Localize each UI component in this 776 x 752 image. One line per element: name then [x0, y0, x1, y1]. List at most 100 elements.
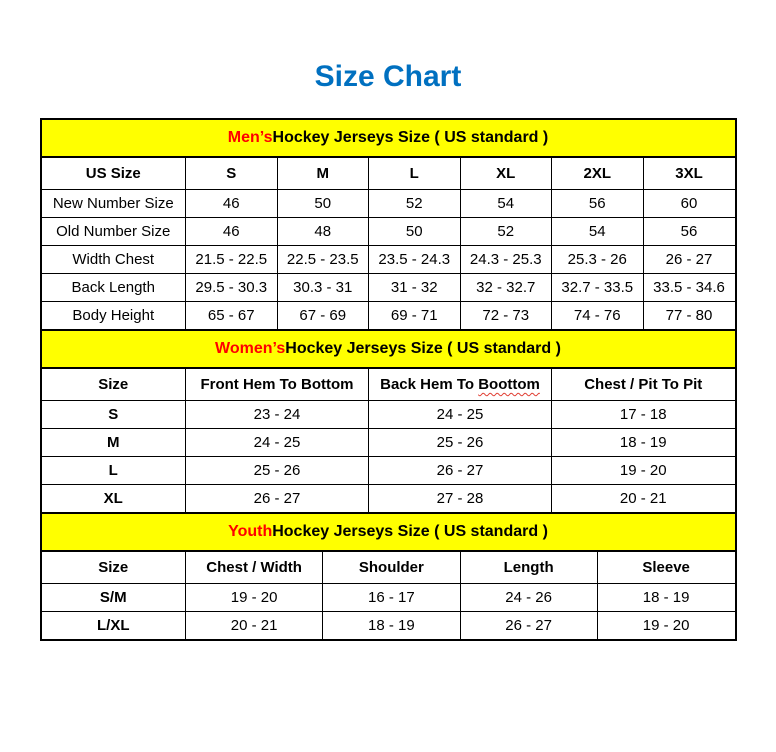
size-value-cell: 74 - 76 — [551, 301, 644, 329]
size-value-cell: 24.3 - 25.3 — [459, 245, 552, 274]
section-banner-youth-highlight: Youth — [228, 523, 273, 540]
size-value-cell: 56 — [551, 189, 644, 218]
column-header: XL — [459, 158, 552, 190]
misspelled-word: Boottom — [478, 376, 540, 393]
size-value-cell: 31 - 32 — [368, 273, 461, 302]
size-value-cell: 29.5 - 30.3 — [185, 273, 278, 302]
row-label: XL — [41, 484, 186, 512]
section-banner-mens-highlight: Men’s — [227, 129, 273, 146]
row-label: Body Height — [41, 301, 186, 329]
size-chart-page: Size Chart Men’s Hockey Jerseys Size ( U… — [0, 60, 776, 641]
column-header: Back Hem To Boottom — [368, 369, 552, 401]
header-row: US Size S M L XL 2XL 3XL — [41, 158, 735, 190]
size-value-cell: 22.5 - 23.5 — [276, 245, 369, 274]
row-label: New Number Size — [41, 189, 186, 218]
section-banner-mens-rest: Hockey Jerseys Size ( US standard ) — [272, 129, 549, 146]
section-banner-womens: Women’s Hockey Jerseys Size ( US standar… — [41, 329, 735, 369]
size-value-cell: 54 — [551, 217, 644, 246]
row-label: S — [41, 400, 186, 429]
size-value-cell: 54 — [459, 189, 552, 218]
size-value-cell: 20 - 21 — [184, 611, 324, 639]
column-header: Sleeve — [596, 552, 735, 584]
size-value-cell: 30.3 - 31 — [276, 273, 369, 302]
row-label: L — [41, 456, 186, 485]
size-value-cell: 46 — [185, 189, 278, 218]
table-row: XL 26 - 27 27 - 28 20 - 21 — [41, 484, 735, 512]
header-row: Size Chest / Width Shoulder Length Sleeve — [41, 552, 735, 584]
section-banner-womens-rest: Hockey Jerseys Size ( US standard ) — [285, 340, 561, 357]
column-header: S — [185, 158, 278, 190]
column-header: 3XL — [642, 158, 735, 190]
section-banner-youth: Youth Hockey Jerseys Size ( US standard … — [41, 512, 735, 552]
size-value-cell: 18 - 19 — [596, 583, 735, 612]
column-header: Front Hem To Bottom — [185, 369, 369, 401]
column-header: Length — [459, 552, 598, 584]
size-value-cell: 25 - 26 — [185, 456, 369, 485]
size-value-cell: 19 - 20 — [551, 456, 735, 485]
womens-size-table: Size Front Hem To Bottom Back Hem To Boott… — [41, 369, 735, 512]
column-header: Size — [41, 369, 186, 401]
row-label: Width Chest — [41, 245, 186, 274]
size-value-cell: 56 — [642, 217, 735, 246]
size-value-cell: 23 - 24 — [185, 400, 369, 429]
column-header: 2XL — [551, 158, 644, 190]
size-value-cell: 48 — [276, 217, 369, 246]
column-header: M — [276, 158, 369, 190]
size-value-cell: 26 - 27 — [459, 611, 598, 639]
size-value-cell: 32.7 - 33.5 — [551, 273, 644, 302]
size-value-cell: 69 - 71 — [368, 301, 461, 329]
size-value-cell: 77 - 80 — [642, 301, 735, 329]
youth-size-table: Size Chest / Width Shoulder Length Sleeve S/M… — [41, 552, 735, 639]
size-value-cell: 65 - 67 — [185, 301, 278, 329]
size-value-cell: 72 - 73 — [459, 301, 552, 329]
size-value-cell: 60 — [642, 189, 735, 218]
row-label: Back Length — [41, 273, 186, 302]
size-value-cell: 26 - 27 — [368, 456, 552, 485]
row-label: L/XL — [41, 611, 186, 639]
size-value-cell: 21.5 - 22.5 — [185, 245, 278, 274]
size-value-cell: 20 - 21 — [551, 484, 735, 512]
size-value-cell: 24 - 25 — [368, 400, 552, 429]
size-value-cell: 46 — [185, 217, 278, 246]
table-row: Body Height 65 - 67 67 - 69 69 - 71 72 - 73 7… — [41, 301, 735, 329]
size-value-cell: 27 - 28 — [368, 484, 552, 512]
table-row: L/XL 20 - 21 18 - 19 26 - 27 19 - 20 — [41, 611, 735, 639]
column-header: Chest / Pit To Pit — [551, 369, 735, 401]
size-value-cell: 19 - 20 — [184, 583, 324, 612]
table-row: S 23 - 24 24 - 25 17 - 18 — [41, 400, 735, 429]
table-row: M 24 - 25 25 - 26 18 - 19 — [41, 428, 735, 457]
size-value-cell: 18 - 19 — [322, 611, 461, 639]
table-row: New Number Size 46 50 52 54 56 60 — [41, 189, 735, 218]
size-value-cell: 52 — [368, 189, 461, 218]
size-value-cell: 17 - 18 — [551, 400, 735, 429]
size-value-cell: 24 - 26 — [459, 583, 598, 612]
row-label: M — [41, 428, 186, 457]
column-header: US Size — [41, 158, 186, 190]
size-value-cell: 23.5 - 24.3 — [368, 245, 461, 274]
table-row: Old Number Size 46 48 50 52 54 56 — [41, 217, 735, 246]
section-banner-womens-highlight: Women’s — [215, 340, 286, 357]
table-row: S/M 19 - 20 16 - 17 24 - 26 18 - 19 — [41, 583, 735, 612]
size-value-cell: 18 - 19 — [551, 428, 735, 457]
mens-size-table: US Size S M L XL 2XL 3XL New Number Size 46 50 52 5… — [41, 158, 735, 329]
column-header: Size — [41, 552, 186, 584]
size-value-cell: 25.3 - 26 — [551, 245, 644, 274]
size-value-cell: 25 - 26 — [368, 428, 552, 457]
table-row: L 25 - 26 26 - 27 19 - 20 — [41, 456, 735, 485]
header-row: Size Front Hem To Bottom Back Hem To Boott… — [41, 369, 735, 401]
section-banner-mens: Men’s Hockey Jerseys Size ( US standard … — [41, 120, 735, 158]
column-header: Shoulder — [322, 552, 461, 584]
size-value-cell: 50 — [368, 217, 461, 246]
column-header: Chest / Width — [184, 552, 324, 584]
table-row: Back Length 29.5 - 30.3 30.3 - 31 31 - 32 32… — [41, 273, 735, 302]
size-chart-container: Men’s Hockey Jerseys Size ( US standard … — [39, 118, 737, 641]
section-banner-youth-rest: Hockey Jerseys Size ( US standard ) — [272, 523, 548, 540]
page-title: Size Chart — [314, 60, 462, 93]
row-label: S/M — [41, 583, 186, 612]
table-row: Width Chest 21.5 - 22.5 22.5 - 23.5 23.5 - … — [41, 245, 735, 274]
size-value-cell: 33.5 - 34.6 — [642, 273, 735, 302]
size-value-cell: 16 - 17 — [322, 583, 461, 612]
size-value-cell: 26 - 27 — [185, 484, 369, 512]
size-value-cell: 32 - 32.7 — [459, 273, 552, 302]
size-value-cell: 19 - 20 — [596, 611, 735, 639]
